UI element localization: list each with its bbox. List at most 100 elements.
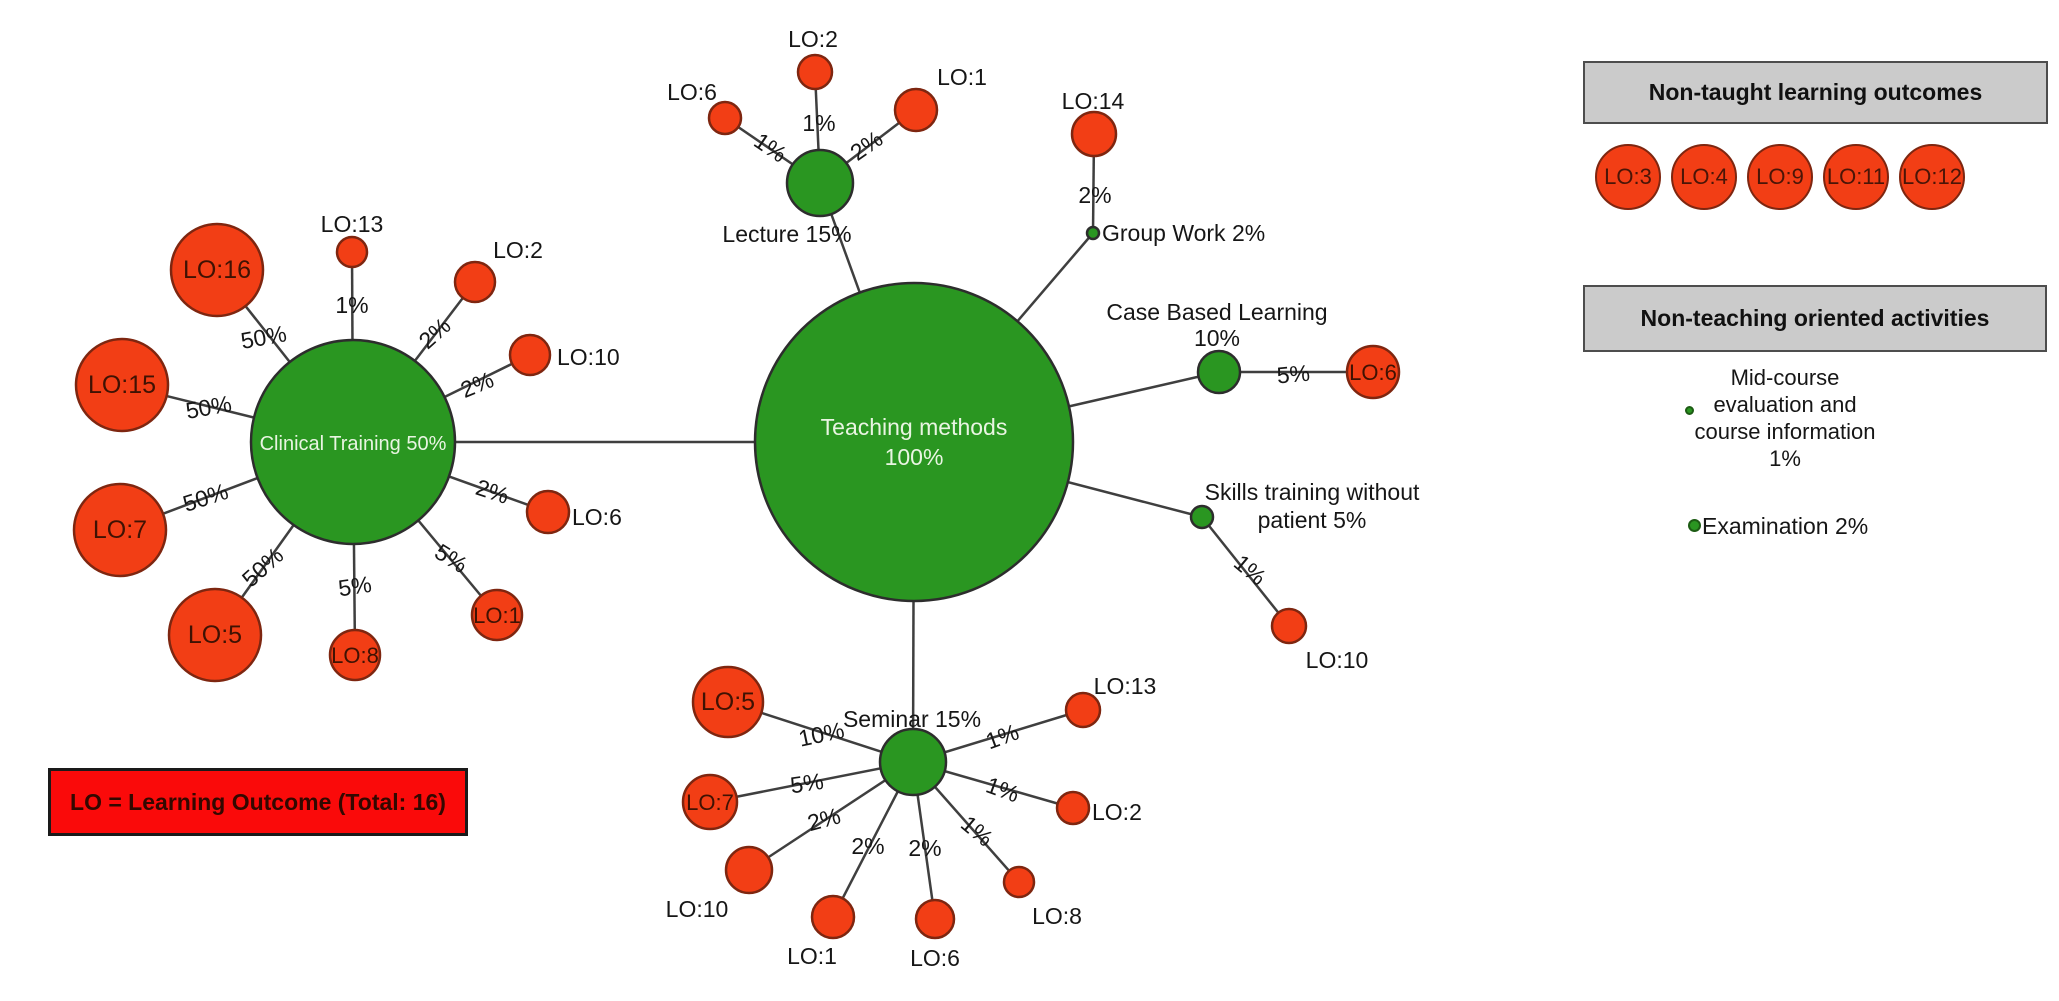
non-taught-outcomes-title: Non-taught learning outcomes [1648,79,1983,105]
method-circle-cbl [1196,349,1242,395]
edge-label-clinical-c16: 50% [239,320,289,354]
non-taught-outcomes-header: Non-taught learning outcomes [1583,61,2048,124]
edge-label-groupwork-g14: 2% [1078,182,1111,208]
midcourse-dot-icon [1685,406,1694,415]
node-label-c7: LO:7 [93,516,147,544]
node-label-c1: LO:1 [473,603,521,628]
edge-label-clinical-c15: 50% [184,390,234,424]
legend-box: LO = Learning Outcome (Total: 16) [48,768,468,836]
node-label-g14: LO:14 [1062,88,1125,114]
edge-label-clinical-c10: 2% [457,366,498,403]
node-label-c5: LO:5 [188,621,242,649]
node-label-cbl: Case Based Learning [1106,299,1327,325]
lo-circle-s5 [691,665,765,739]
edge-label-seminar-s5: 10% [796,717,846,752]
node-label-s6: LO:6 [910,945,960,971]
midcourse-evaluation-line: 1% [1769,446,1801,471]
lo-circle-s13 [1064,691,1102,729]
lo-circle-c6 [525,489,571,535]
node-label-teaching: Teaching methods [821,414,1008,440]
edge-label-seminar-s7: 5% [789,768,826,798]
node-label-s7: LO:7 [686,790,734,815]
examination-label: Examination 2% [1702,513,1869,539]
non-taught-lo-circle: LO:9 [1747,144,1813,210]
node-label-lecture: Lecture 15% [722,221,851,247]
lo-circle-c15 [74,337,170,433]
node-label-c16: LO:16 [183,256,251,284]
node-label-seminar: Seminar 15% [843,706,981,732]
lo-circle-c1 [470,588,524,642]
edge-label-clinical-c8: 5% [337,571,374,601]
lo-circle-s2 [1055,790,1091,826]
method-circle-lecture [785,148,855,218]
node-label-s10: LO:10 [666,896,729,922]
method-circle-clinical [249,338,457,546]
edge-label-clinical-c13: 1% [335,292,368,318]
lo-circle-s7 [681,773,739,831]
midcourse-evaluation-line: Mid-course [1730,365,1840,390]
lo-circle-c16 [169,222,265,318]
non-taught-lo-circle: LO:3 [1595,144,1661,210]
non-taught-lo-circle: LO:11 [1823,144,1889,210]
edge-label-lecture-l2: 1% [802,110,835,136]
lo-circle-s1 [810,894,856,940]
node-label-skills: Skills training without [1205,479,1420,505]
node-label-s13: LO:13 [1094,673,1157,699]
lo-circle-k10 [1270,607,1308,645]
node-label-l6: LO:6 [667,79,717,105]
edge-label-clinical-c5: 50% [237,542,289,592]
edge-label-skills-k10: 1% [1229,549,1271,590]
edge-label-cbl-b6: 5% [1276,360,1311,389]
lo-circle-l1 [893,87,939,133]
node-label-groupwork: Group Work 2% [1102,220,1265,246]
midcourse-evaluation-line: course information [1694,419,1876,444]
edge-label-clinical-c2: 2% [414,312,456,354]
method-circle-groupwork [1085,225,1101,241]
node-label-c13: LO:13 [321,211,384,237]
node-label-s1: LO:1 [787,943,837,969]
node-label-c10: LO:10 [557,344,620,370]
node-label-cbl: 10% [1194,325,1240,351]
node-label-skills: patient 5% [1258,507,1367,533]
node-label-l2: LO:2 [788,26,838,52]
edge-label-seminar-s2: 1% [983,772,1023,808]
edge-label-clinical-c7: 50% [180,478,232,517]
lo-circle-c10 [508,333,552,377]
method-circle-teaching [753,281,1075,603]
edge-label-seminar-s10: 2% [805,802,844,836]
node-label-s8: LO:8 [1032,903,1082,929]
node-label-c2: LO:2 [493,237,543,263]
lo-circle-c8 [328,628,382,682]
midcourse-evaluation-line: evaluation and [1713,392,1857,417]
midcourse-evaluation-label: Mid-course evaluation and course informati… [1660,364,1910,472]
node-label-c15: LO:15 [88,371,156,399]
non-taught-outcomes-row: LO:3 LO:4 LO:9 LO:11 LO:12 [1595,144,1965,210]
non-taught-lo-circle: LO:4 [1671,144,1737,210]
node-label-b6: LO:6 [1349,360,1397,385]
lo-circle-c5 [167,587,263,683]
non-teaching-activities-title: Non-teaching oriented activities [1640,305,1990,331]
non-teaching-activities-header: Non-teaching oriented activities [1583,285,2047,352]
edge-label-clinical-c1: 5% [430,538,472,578]
node-label-k10: LO:10 [1306,647,1369,673]
method-circle-skills [1189,504,1215,530]
edge-label-seminar-s13: 1% [982,719,1022,755]
edge-skills-k10 [1201,516,1290,627]
node-label-teaching: 100% [885,444,944,470]
examination-dot-icon [1688,519,1701,532]
node-label-s2: LO:2 [1092,799,1142,825]
lo-circle-l6 [707,100,743,136]
node-label-l1: LO:1 [937,64,987,90]
lo-circle-c2 [453,260,497,304]
node-label-s5: LO:5 [701,688,755,716]
lo-circle-l2 [796,53,834,91]
edge-label-seminar-s1: 2% [851,833,884,859]
lo-circle-c7 [72,482,168,578]
node-label-c8: LO:8 [331,643,379,668]
node-label-clinical: Clinical Training 50% [260,433,447,455]
edge-seminar-s7 [709,760,914,804]
edge-label-lecture-l6: 1% [749,127,791,167]
non-taught-lo-circle: LO:12 [1899,144,1965,210]
edge-label-seminar-s6: 2% [908,835,941,861]
